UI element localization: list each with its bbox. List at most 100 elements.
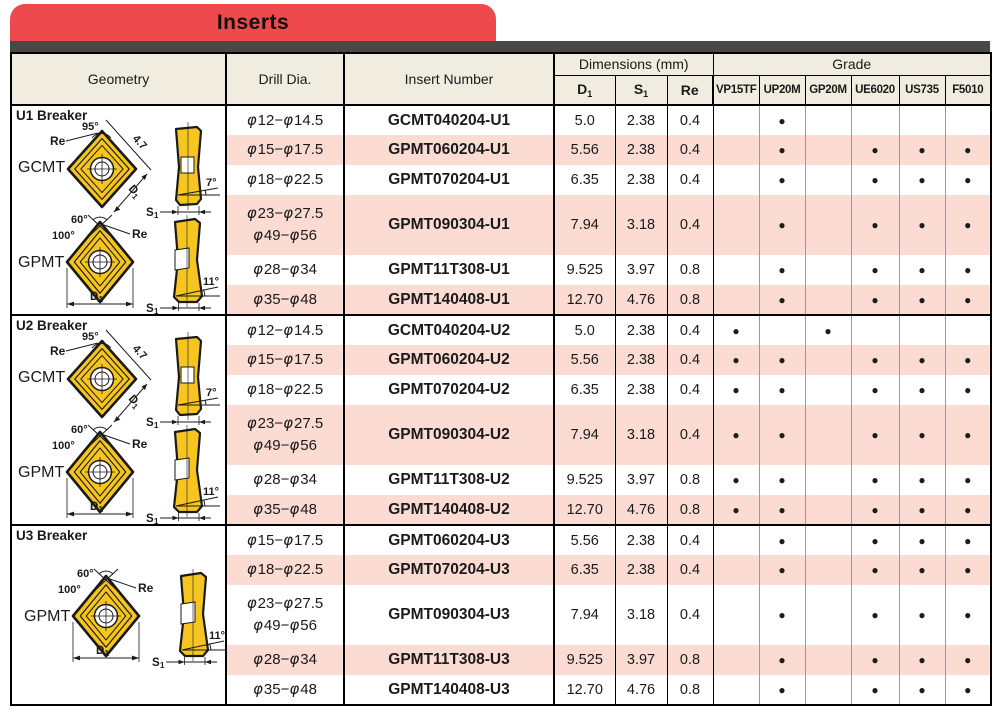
grade-f5010-cell: ● <box>945 465 992 495</box>
gcmt-s1-sub: 1 <box>154 421 159 429</box>
gcmt-d1-sub: 1 <box>130 192 140 202</box>
insert-number-cell: GPMT140408-U3 <box>344 675 555 705</box>
section-label: U1 Breaker <box>16 108 88 123</box>
gpmt-included-angle: 100° <box>52 440 75 452</box>
grade-ue6020-cell: ● <box>851 345 900 375</box>
gpmt-diagram: GPMT 60° 100° Re D 1 <box>16 424 226 524</box>
dim-s1-cell: 2.38 <box>615 135 668 165</box>
col-header-vp15tf: VP15TF <box>712 74 760 106</box>
dim-d1-cell: 6.35 <box>554 375 616 405</box>
s1-sub: 1 <box>643 88 649 99</box>
grade-up20m-cell: ● <box>759 345 806 375</box>
grade-ue6020-cell: ● <box>851 255 900 285</box>
insert-number-cell: GPMT070204-U2 <box>344 375 555 405</box>
grade-us735-cell: ● <box>899 525 946 555</box>
dim-d1-cell: 7.94 <box>554 195 616 255</box>
gcmt-drawing: 95° Re 4.7 D 1 7° S 1 <box>50 119 220 219</box>
grade-gp20m-cell <box>805 165 852 195</box>
table-row: φ18−φ22.5 GPMT070204-U2 6.35 2.38 0.4 ● ● ● ● ● <box>11 375 992 405</box>
table-row: φ28−φ34 GPMT11T308-U2 9.525 3.97 0.8 ● ● ● ● ● <box>11 465 992 495</box>
gpmt-drawing: 60° 100° Re D 1 11° S <box>58 568 226 668</box>
drill-dia-cell: φ15−φ17.5 <box>226 345 345 375</box>
grade-f5010-cell: ● <box>945 195 992 255</box>
divider-bar <box>10 41 990 52</box>
insert-number-cell: GPMT060204-U3 <box>344 525 555 555</box>
grade-ue6020-cell: ● <box>851 465 900 495</box>
grade-vp15tf-cell: ● <box>713 405 760 465</box>
table-row: φ35−φ48 GPMT140408-U1 12.70 4.76 0.8 ● ● ● ● <box>11 285 992 315</box>
col-header-d1: D1 <box>553 74 616 106</box>
table-row: U2 Breaker GCMT 95° Re 4.7 D 1 <box>11 315 992 525</box>
grade-ue6020-cell: ● <box>851 585 900 645</box>
grade-us735-cell: ● <box>899 405 946 465</box>
re-main: Re <box>680 81 699 98</box>
section-u1: U1 Breaker GCMT 95° Re 4.7 D 1 <box>11 105 992 315</box>
grade-vp15tf-cell: ● <box>713 345 760 375</box>
header-row-subcolumns: D1 S1 Re VP15TF UP20M GP20M UE6020 US735… <box>11 74 992 106</box>
gpmt-drawing: 60° 100° Re D 1 11° S <box>52 424 220 524</box>
dim-s1-cell: 3.18 <box>615 405 668 465</box>
dim-d1-cell: 6.35 <box>554 555 616 585</box>
table-row: U1 Breaker GCMT 95° Re 4.7 D 1 <box>11 105 992 315</box>
grade-ue6020-cell: ● <box>851 645 900 675</box>
grade-f5010-cell <box>945 105 992 135</box>
grade-ue6020-cell: ● <box>851 375 900 405</box>
insert-number-cell: GPMT140408-U2 <box>344 495 555 525</box>
gcmt-re-label: Re <box>50 134 66 148</box>
grade-vp15tf-cell <box>713 105 760 135</box>
page-title-banner: Inserts <box>10 4 496 41</box>
grade-vp15tf-cell <box>713 645 760 675</box>
dim-re-cell: 0.4 <box>667 105 714 135</box>
d1-sub: 1 <box>587 88 593 99</box>
col-header-f5010: F5010 <box>944 74 992 106</box>
grade-ue6020-cell: ● <box>851 675 900 705</box>
gcmt-relief-angle: 7° <box>206 177 217 189</box>
grade-vp15tf-cell <box>713 135 760 165</box>
grade-up20m-cell: ● <box>759 525 806 555</box>
col-header-us735: US735 <box>898 74 946 106</box>
gcmt-s1-main: S <box>146 207 154 219</box>
grade-f5010-cell: ● <box>945 255 992 285</box>
gpmt-s1-sub: 1 <box>154 307 159 314</box>
drill-dia-cell: φ28−φ34 <box>226 645 345 675</box>
insert-number-cell: GPMT070204-U1 <box>344 165 555 195</box>
grade-vp15tf-cell <box>713 285 760 315</box>
insert-number-cell: GCMT040204-U1 <box>344 105 555 135</box>
gcmt-d1-sub: 1 <box>130 402 140 412</box>
grade-f5010-cell: ● <box>945 645 992 675</box>
dim-re-cell: 0.4 <box>667 405 714 465</box>
grade-vp15tf-cell <box>713 195 760 255</box>
drill-dia-cell: φ35−φ48 <box>226 285 345 315</box>
dim-d1-cell: 6.35 <box>554 165 616 195</box>
table-row: φ18−φ22.5 GPMT070204-U1 6.35 2.38 0.4 ● ● ● ● <box>11 165 992 195</box>
grade-ue6020-cell: ● <box>851 195 900 255</box>
gcmt-drawing: 95° Re 4.7 D 1 7° S 1 <box>50 329 220 429</box>
grade-up20m-cell: ● <box>759 675 806 705</box>
grade-f5010-cell: ● <box>945 585 992 645</box>
dim-d1-cell: 12.70 <box>554 285 616 315</box>
grade-up20m-cell: ● <box>759 135 806 165</box>
dim-s1-cell: 2.38 <box>615 105 668 135</box>
dim-re-cell: 0.8 <box>667 495 714 525</box>
drill-dia-cell: φ18−φ22.5 <box>226 375 345 405</box>
grade-gp20m-cell <box>805 375 852 405</box>
dim-s1-cell: 2.38 <box>615 345 668 375</box>
col-header-gp20m: GP20M <box>804 74 852 106</box>
gpmt-point-angle: 60° <box>77 568 94 580</box>
geometry-diagrams: GCMT 95° Re 4.7 D 1 <box>12 316 225 524</box>
grade-ue6020-cell: ● <box>851 165 900 195</box>
grade-vp15tf-cell: ● <box>713 495 760 525</box>
grade-vp15tf-cell <box>713 585 760 645</box>
dim-re-cell: 0.4 <box>667 585 714 645</box>
table-row: φ18−φ22.5 GPMT070204-U3 6.35 2.38 0.4 ● ● ● ● <box>11 555 992 585</box>
grade-gp20m-cell <box>805 585 852 645</box>
dim-s1-cell: 2.38 <box>615 375 668 405</box>
table-row: φ28−φ34 GPMT11T308-U3 9.525 3.97 0.8 ● ● ● ● <box>11 645 992 675</box>
table-row: φ15−φ17.5 GPMT060204-U1 5.56 2.38 0.4 ● ● ● ● <box>11 135 992 165</box>
gpmt-re-label: Re <box>132 437 148 451</box>
dim-d1-cell: 9.525 <box>554 465 616 495</box>
grade-gp20m-cell <box>805 645 852 675</box>
gpmt-diagram: GPMT 60° 100° Re D 1 <box>16 214 226 314</box>
geometry-diagrams: GCMT 95° Re 4.7 D 1 <box>12 106 225 314</box>
insert-number-cell: GPMT140408-U1 <box>344 285 555 315</box>
